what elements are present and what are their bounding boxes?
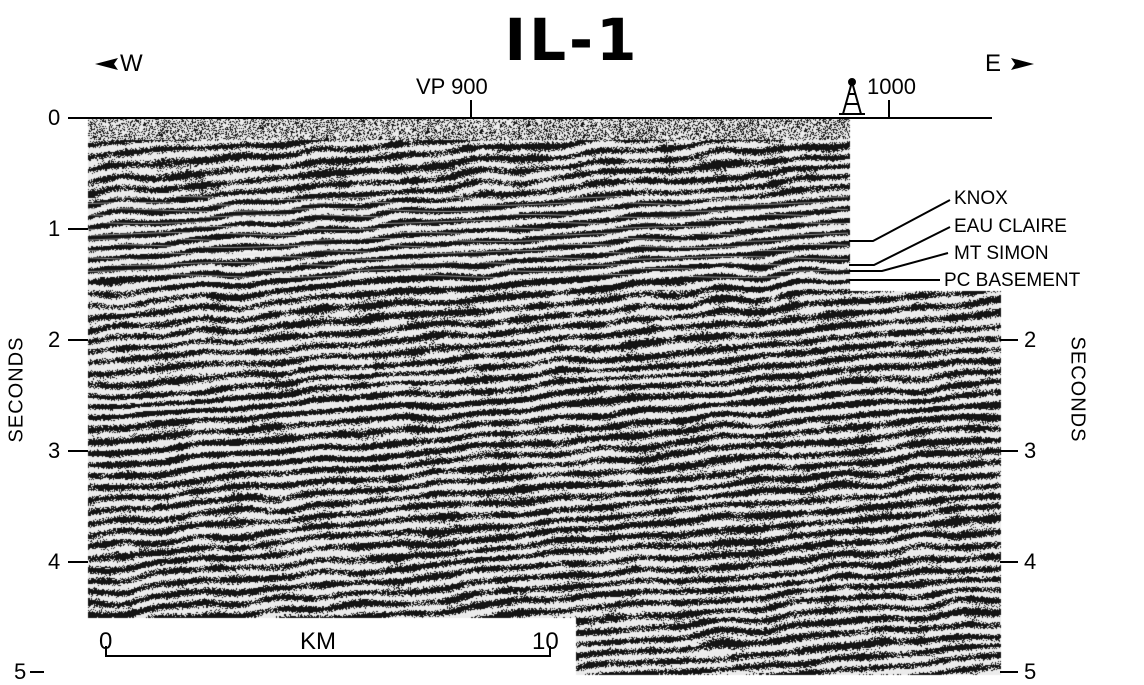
arrow-right-icon [1011, 58, 1034, 70]
horizon-knox: KNOX [954, 188, 1008, 209]
vp-900-label: VP 900 [416, 74, 488, 99]
left-tick-1: 1 [48, 216, 61, 241]
scale-unit: KM [300, 628, 336, 655]
arrow-left-icon [95, 58, 118, 70]
page-title: IL-1 [504, 6, 640, 74]
left-tick-0: 0 [48, 105, 61, 130]
horizon-mt-simon: MT SIMON [954, 243, 1049, 264]
left-tick-5: 5 [14, 659, 27, 684]
right-axis-ticks [1000, 339, 1018, 673]
right-tick-2: 2 [1024, 327, 1037, 352]
left-tick-2: 2 [48, 327, 61, 352]
right-tick-3: 3 [1024, 438, 1037, 463]
vp-1000-label: 1000 [867, 74, 916, 99]
west-label: W [120, 50, 143, 77]
right-axis-title: SECONDS [1066, 336, 1089, 443]
horizon-eau-claire: EAU CLAIRE [954, 216, 1067, 237]
right-tick-5: 5 [1024, 659, 1037, 684]
left-axis-title: SECONDS [5, 336, 28, 443]
right-tick-4: 4 [1024, 549, 1037, 574]
drilling-rig-icon [839, 78, 865, 115]
left-axis-ticks [30, 117, 88, 673]
left-tick-3: 3 [48, 438, 61, 463]
scale-bar-line [105, 646, 551, 657]
horizon-leaders [849, 199, 951, 281]
horizon-pc-basement: PC BASEMENT [944, 270, 1081, 291]
scale-start: 0 [99, 628, 113, 655]
scale-end: 10 [532, 628, 559, 655]
left-tick-4: 4 [48, 549, 61, 574]
east-label: E [985, 50, 1002, 77]
